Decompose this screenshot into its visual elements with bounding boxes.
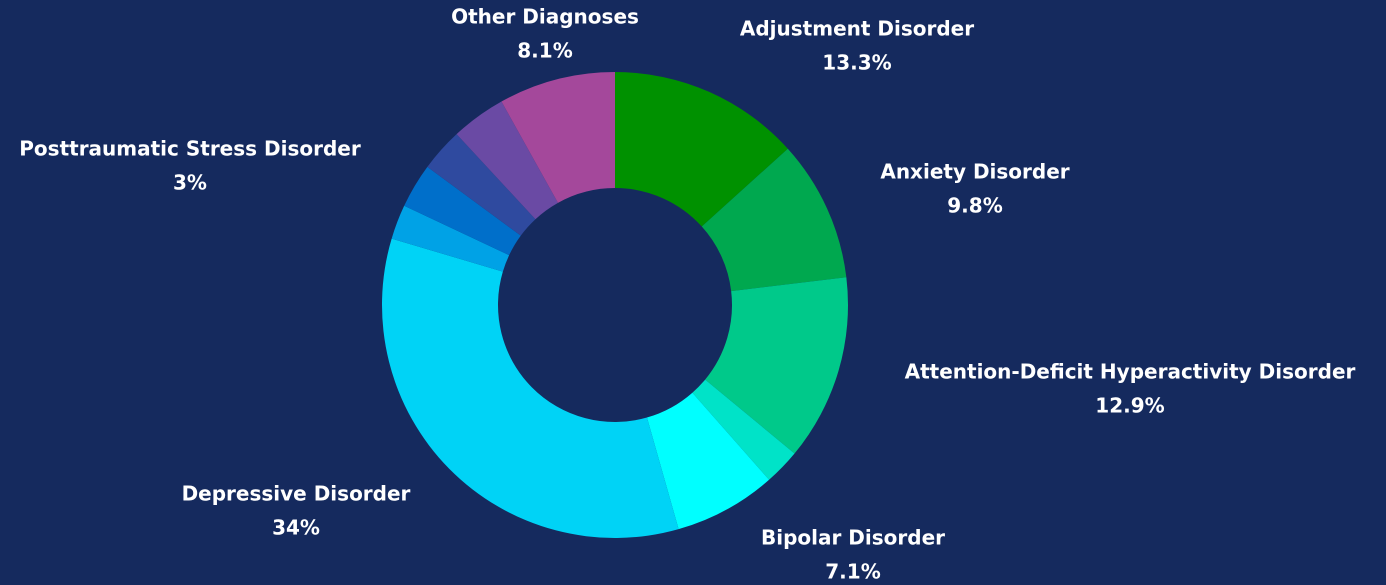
donut-slice: [615, 72, 788, 227]
donut-slice: [701, 148, 847, 292]
donut-slice: [427, 134, 536, 236]
slice-value-label: 8.1%: [517, 39, 572, 63]
slice-value-label: 9.8%: [947, 194, 1002, 218]
donut-slice: [646, 392, 770, 530]
donut-slice: [705, 277, 848, 454]
slice-label: Attention-Deficit Hyperactivity Disorder: [905, 360, 1356, 384]
slice-label: Posttraumatic Stress Disorder: [19, 137, 361, 161]
donut-slice: [456, 101, 558, 220]
slice-label: Depressive Disorder: [182, 482, 411, 506]
donut-slice: [382, 238, 679, 539]
slice-label: Anxiety Disorder: [880, 160, 1069, 184]
slice-value-label: 13.3%: [822, 51, 891, 75]
donut-slice: [501, 72, 615, 203]
slice-label: Other Diagnoses: [451, 5, 639, 29]
slice-value-label: 3%: [173, 171, 207, 195]
slice-value-label: 12.9%: [1095, 394, 1164, 418]
slice-label: Adjustment Disorder: [740, 17, 974, 41]
slice-value-label: 34%: [272, 516, 320, 540]
donut-slice: [692, 379, 795, 480]
donut-slice: [391, 205, 510, 272]
donut-slice: [404, 166, 521, 256]
slice-value-label: 7.1%: [825, 560, 880, 584]
slice-label: Bipolar Disorder: [761, 526, 945, 550]
